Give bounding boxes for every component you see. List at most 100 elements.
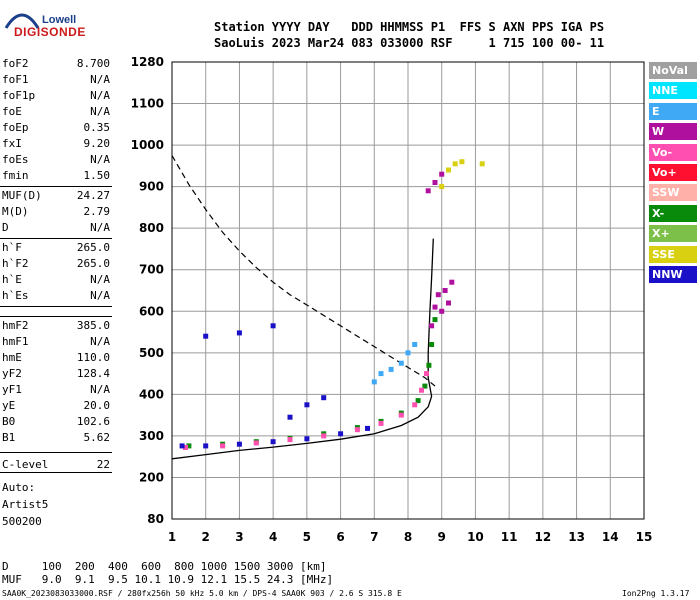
legend-item: W [649,123,697,141]
param-row: foEp 0.35 [2,121,110,137]
x-tick-label: 11 [501,530,518,544]
param-name: h`F [2,241,22,254]
data-point [287,437,293,443]
param-value: N/A [90,89,110,102]
data-point [446,300,451,306]
data-point [412,402,418,408]
param-value: N/A [90,73,110,86]
data-point [449,279,455,285]
param-row: MUF(D) 24.27 [2,189,110,205]
data-point [179,443,185,449]
param-value: 0.35 [83,121,111,134]
data-point [338,431,344,437]
data-point [405,350,411,356]
param-value: 128.4 [76,367,110,380]
data-point [321,395,327,401]
footer-muf: MUF 9.0 9.1 9.5 10.1 10.9 12.1 15.5 24.3… [2,573,334,586]
panel-divider [0,186,112,187]
param-name: foF1 [2,73,29,86]
param-name: foE [2,105,22,118]
param-value: N/A [90,335,110,348]
data-point [424,371,429,377]
panel-divider [0,316,112,317]
data-point [432,304,438,310]
param-value: 110.0 [76,351,110,364]
y-tick-label: 300 [139,429,164,443]
param-name: fmin [2,169,29,182]
y-tick-label: 400 [139,387,164,401]
param-row: hmF1 N/A [2,335,110,351]
data-point [371,379,377,385]
x-tick-label: 14 [602,530,619,544]
param-row: B1 5.62 [2,431,110,447]
param-value: N/A [90,153,110,166]
param-name: h`F2 [2,257,29,270]
data-point [220,443,226,449]
param-row: h`E N/A [2,273,110,289]
y-tick-label: 800 [139,221,164,235]
data-point [270,323,276,329]
param-name: h`E [2,273,22,286]
param-value: 24.27 [76,189,110,202]
data-point [304,436,310,442]
x-tick-label: 7 [370,530,378,544]
data-point [304,402,310,408]
param-name: foEs [2,153,29,166]
param-value: N/A [90,273,110,286]
data-point [429,323,435,329]
param-value: N/A [90,383,110,396]
data-point [378,371,384,377]
header-line-1: Station YYYY DAY DDD HHMMSS P1 FFS S AXN… [214,20,605,34]
param-row: yF1 N/A [2,383,110,399]
param-row: fxI 9.20 [2,137,110,153]
x-tick-label: 5 [303,530,311,544]
data-point [412,342,418,347]
auto-label: Auto: [2,481,36,494]
data-point [236,441,242,447]
param-name: D [2,221,9,234]
data-point [426,362,432,368]
param-value: 20.0 [83,399,111,412]
param-value: 102.6 [76,415,110,428]
param-name: C-level [2,458,49,471]
data-point [287,414,293,420]
param-name: foF1p [2,89,36,102]
param-row: yF2 128.4 [2,367,110,383]
param-value: N/A [90,289,110,302]
data-point [186,443,192,449]
data-point [321,433,327,439]
panel-divider [0,306,112,307]
header-line-2: SaoLuis 2023 Mar24 083 033000 RSF 1 715 … [214,36,605,50]
param-row: h`Es N/A [2,289,110,305]
param-row: h`F2 265.0 [2,257,110,273]
legend-item: SSW [649,184,697,202]
x-tick-label: 4 [269,530,277,544]
data-point [442,288,448,293]
param-name: fxI [2,137,22,150]
x-tick-label: 3 [235,530,243,544]
param-value: 9.20 [83,137,111,150]
data-point [253,440,259,446]
data-point [419,387,424,393]
plot-frame [171,61,645,520]
param-row: foE N/A [2,105,110,121]
data-point [439,171,445,177]
param-name: B0 [2,415,16,428]
param-name: M(D) [2,205,29,218]
x-tick-label: 15 [636,530,653,544]
y-tick-label: 80 [147,512,164,526]
data-point [435,292,441,298]
data-point [203,333,209,339]
x-tick-label: 13 [568,530,585,544]
data-point [365,425,370,431]
param-row: hmE 110.0 [2,351,110,367]
param-value: 385.0 [76,319,110,332]
param-row: foEs N/A [2,153,110,169]
param-row: hmF2 385.0 [2,319,110,335]
data-point [398,412,404,418]
param-row: M(D) 2.79 [2,205,110,221]
x-tick-label: 10 [467,530,484,544]
data-point [479,161,485,167]
param-name: foEp [2,121,29,134]
